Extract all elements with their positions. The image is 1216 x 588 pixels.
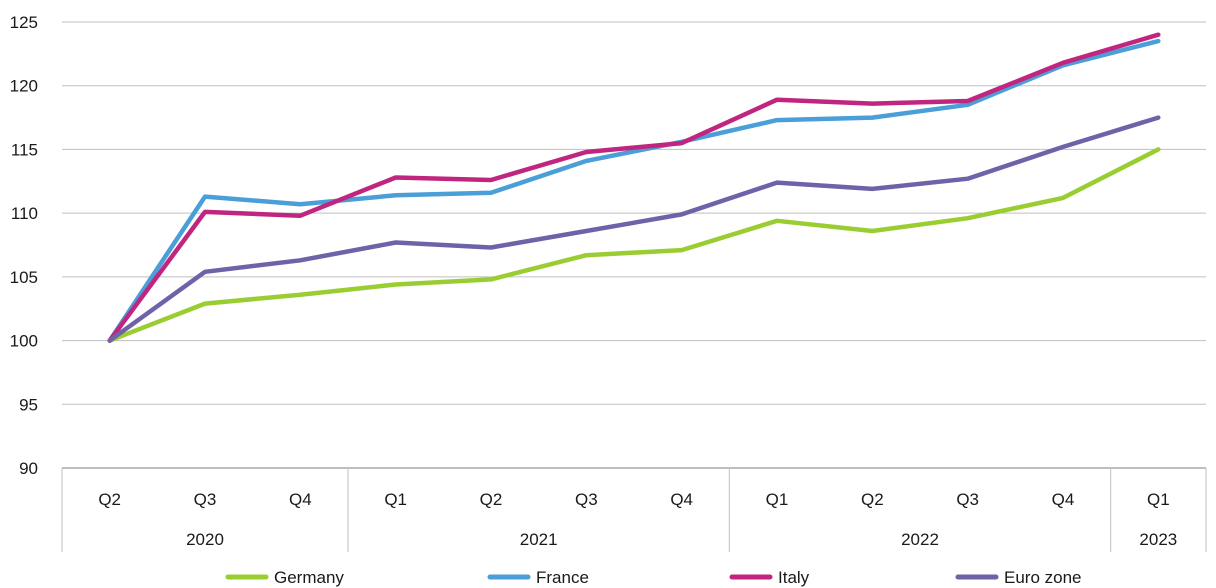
x-tick-label: Q2 — [861, 490, 884, 509]
x-tick-label: Q1 — [384, 490, 407, 509]
year-label: 2021 — [520, 530, 558, 549]
x-tick-label: Q1 — [766, 490, 789, 509]
x-tick-label: Q2 — [480, 490, 503, 509]
y-tick-label: 105 — [10, 268, 38, 287]
series-line-germany — [107, 147, 1161, 343]
series-line-euro-zone — [107, 115, 1161, 343]
x-tick-label: Q1 — [1147, 490, 1170, 509]
series-line-france — [107, 38, 1161, 343]
legend-label: Italy — [778, 568, 810, 587]
y-tick-label: 90 — [19, 459, 38, 478]
x-tick-label: Q3 — [956, 490, 979, 509]
y-tick-label: 115 — [11, 140, 38, 159]
y-tick-label: 120 — [10, 77, 38, 96]
x-axis: Q2 Q3 Q4 Q1 Q2 Q3 Q4 Q1 Q2 Q3 Q4 Q1 2020 2021 2022 2023 — [61, 468, 1207, 552]
y-tick-label: 95 — [19, 395, 38, 414]
legend-label: Germany — [274, 568, 344, 587]
gridlines — [62, 21, 1206, 469]
year-label: 2020 — [186, 530, 224, 549]
legend-label: France — [536, 568, 589, 587]
y-tick-label: 100 — [10, 332, 38, 351]
legend-label: Euro zone — [1004, 568, 1082, 587]
y-axis: 90 95 100 105 110 115 120 125 — [10, 13, 38, 478]
y-tick-label: 110 — [11, 204, 38, 223]
y-tick-label: 125 — [10, 13, 38, 32]
year-label: 2023 — [1139, 530, 1177, 549]
x-tick-label: Q3 — [575, 490, 598, 509]
x-tick-label: Q4 — [289, 490, 312, 509]
x-tick-label: Q2 — [98, 490, 121, 509]
plot-area — [107, 32, 1161, 343]
legend: Germany France Italy Euro zone — [225, 568, 1082, 587]
x-tick-label: Q4 — [1052, 490, 1075, 509]
x-tick-label: Q4 — [670, 490, 693, 509]
x-tick-label: Q3 — [194, 490, 217, 509]
year-label: 2022 — [901, 530, 939, 549]
series-line-italy — [107, 32, 1161, 343]
